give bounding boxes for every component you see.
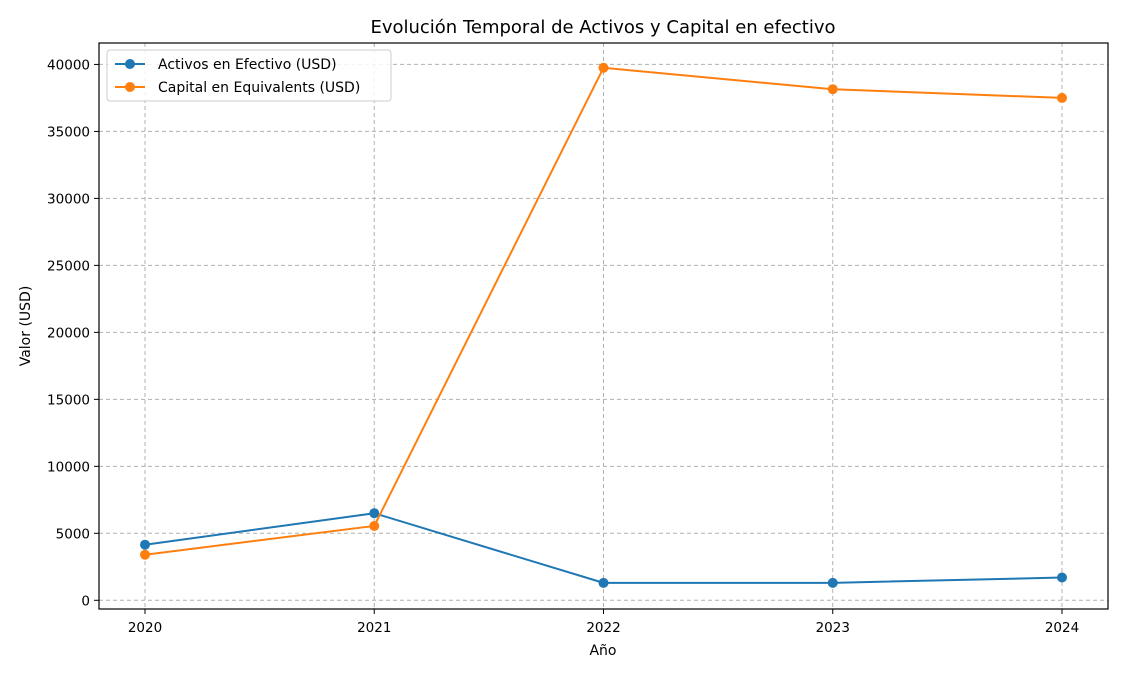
series-2-point bbox=[1057, 92, 1067, 103]
y-tick-label: 10000 bbox=[47, 459, 90, 475]
series-1-point bbox=[1057, 572, 1067, 583]
y-tick-label: 15000 bbox=[47, 392, 90, 408]
legend-swatch-marker bbox=[125, 59, 135, 69]
ticks-layer: 2020 2021 2022 2023 2024 0 5000 10000 15000 20000… bbox=[47, 57, 1079, 636]
x-axis-label: Año bbox=[589, 643, 616, 659]
y-tick-label: 40000 bbox=[47, 57, 90, 73]
series-1-point bbox=[827, 577, 838, 588]
series-2-point bbox=[827, 84, 838, 95]
legend-box bbox=[106, 49, 392, 102]
series-1-point bbox=[140, 539, 150, 550]
x-tick-label: 2022 bbox=[586, 620, 620, 636]
y-tick-label: 30000 bbox=[47, 191, 90, 207]
legend-label: Activos en Efectivo (USD) bbox=[158, 57, 337, 73]
y-axis-label: Valor (USD) bbox=[18, 286, 34, 367]
legend-label: Capital en Equivalents (USD) bbox=[158, 80, 360, 96]
x-tick-label: 2021 bbox=[357, 620, 391, 636]
series-1-point bbox=[369, 508, 380, 519]
series-2-point bbox=[598, 62, 609, 73]
y-tick-label: 35000 bbox=[47, 124, 90, 140]
y-tick-label: 25000 bbox=[47, 258, 90, 274]
x-tick-label: 2024 bbox=[1045, 620, 1079, 636]
grid-layer bbox=[99, 43, 1108, 609]
series-layer bbox=[140, 62, 1067, 588]
y-tick-label: 20000 bbox=[47, 325, 90, 341]
x-tick-label: 2023 bbox=[816, 620, 850, 636]
legend-swatch-marker bbox=[125, 82, 135, 92]
series-1-point bbox=[598, 577, 609, 588]
series-2-point bbox=[369, 520, 380, 531]
legend: Activos en Efectivo (USD) Capital en Equi… bbox=[106, 49, 392, 102]
x-tick-label: 2020 bbox=[128, 620, 162, 636]
chart-title: Evolución Temporal de Activos y Capital … bbox=[370, 17, 835, 38]
y-tick-label: 0 bbox=[81, 593, 90, 609]
y-tick-label: 5000 bbox=[56, 526, 90, 542]
series-2-point bbox=[140, 549, 150, 560]
